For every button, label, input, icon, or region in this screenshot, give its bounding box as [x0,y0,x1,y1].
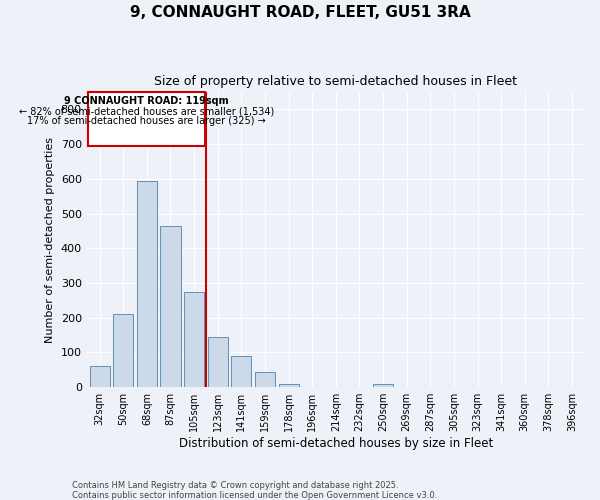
Title: Size of property relative to semi-detached houses in Fleet: Size of property relative to semi-detach… [154,75,517,88]
X-axis label: Distribution of semi-detached houses by size in Fleet: Distribution of semi-detached houses by … [179,437,493,450]
Text: ← 82% of semi-detached houses are smaller (1,534): ← 82% of semi-detached houses are smalle… [19,106,274,117]
Bar [184,292,204,387]
Text: Contains public sector information licensed under the Open Government Licence v3: Contains public sector information licen… [72,491,437,500]
Bar [137,180,157,387]
Bar [88,92,205,146]
Text: Contains HM Land Registry data © Crown copyright and database right 2025.: Contains HM Land Registry data © Crown c… [72,481,398,490]
Bar [255,372,275,387]
Text: 9, CONNAUGHT ROAD, FLEET, GU51 3RA: 9, CONNAUGHT ROAD, FLEET, GU51 3RA [130,5,470,20]
Bar [113,314,133,387]
Bar [160,226,181,387]
Bar [208,337,228,387]
Text: 17% of semi-detached houses are larger (325) →: 17% of semi-detached houses are larger (… [27,116,266,126]
Bar [278,384,299,387]
Y-axis label: Number of semi-detached properties: Number of semi-detached properties [45,136,55,342]
Bar [373,384,393,387]
Bar [232,356,251,387]
Bar [89,366,110,387]
Text: 9 CONNAUGHT ROAD: 119sqm: 9 CONNAUGHT ROAD: 119sqm [64,96,229,106]
